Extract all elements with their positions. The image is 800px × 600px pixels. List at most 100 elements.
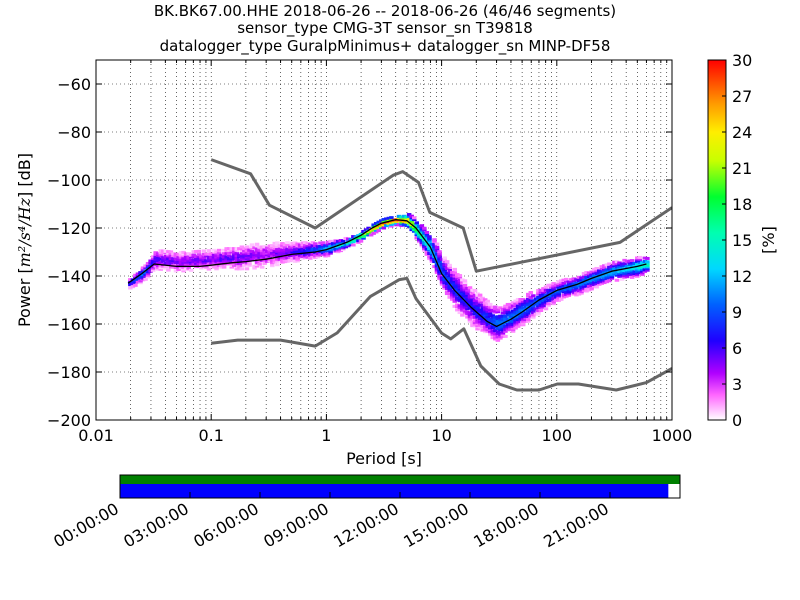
heatmap-cell <box>465 298 470 302</box>
heatmap-cell <box>487 317 493 321</box>
heatmap-cell <box>482 330 488 334</box>
heatmap-cell <box>493 322 498 326</box>
heatmap-cell <box>409 224 414 228</box>
heatmap-cell <box>589 287 594 291</box>
heatmap-cell <box>417 238 422 242</box>
heatmap-cell <box>161 257 166 261</box>
heatmap-cell <box>155 265 161 269</box>
heatmap-cell <box>386 223 392 227</box>
heatmap-cell <box>586 274 592 278</box>
heatmap-cell <box>239 255 245 259</box>
heatmap-cell <box>452 299 458 303</box>
heatmap-cell <box>270 264 275 268</box>
heatmap-cell <box>201 249 207 253</box>
heatmap-cell <box>576 277 582 281</box>
heatmap-cell <box>429 246 435 250</box>
y-tick-label: −60 <box>57 75 91 94</box>
heatmap-cell <box>498 333 503 337</box>
heatmap-cell <box>602 274 607 278</box>
heatmap-cell <box>444 276 450 280</box>
heatmap-cell <box>194 256 199 260</box>
heatmap-cell <box>591 271 597 275</box>
heatmap-cell <box>186 267 191 271</box>
heatmap-cell <box>515 304 521 308</box>
heatmap-cell <box>574 291 579 295</box>
heatmap-cell <box>287 254 293 258</box>
heatmap-cell <box>434 264 440 268</box>
heatmap-cell <box>270 250 275 254</box>
heatmap-cell <box>561 290 566 294</box>
heatmap-cell <box>594 285 599 289</box>
heatmap-cell <box>275 251 280 255</box>
heatmap-cell <box>161 264 166 268</box>
heatmap-cell <box>259 252 265 256</box>
heatmap-cell <box>188 253 194 257</box>
heatmap-cell <box>493 320 498 324</box>
heatmap-cell <box>414 223 419 227</box>
heatmap-cell <box>541 290 546 294</box>
heatmap-cell <box>348 243 354 247</box>
heatmap-cell <box>161 251 166 255</box>
heatmap-cell <box>457 311 463 315</box>
heatmap-cell <box>259 258 265 262</box>
heatmap-cell <box>490 317 496 321</box>
heatmap-cell <box>462 311 468 315</box>
heatmap-cell <box>252 251 257 255</box>
heatmap-cell <box>576 289 582 293</box>
heatmap-cell <box>138 274 143 278</box>
heatmap-cell <box>191 263 196 267</box>
heatmap-cell <box>234 257 240 261</box>
heatmap-cell <box>249 250 255 254</box>
colorbar-tick-label: 15 <box>732 231 752 250</box>
heatmap-cell <box>465 288 470 292</box>
heatmap-cell <box>533 312 539 316</box>
heatmap-cell <box>477 317 483 321</box>
heatmap-cell <box>338 249 343 253</box>
heatmap-cell <box>171 254 176 258</box>
heatmap-cell <box>297 250 303 254</box>
timeline-tick-label: 21:00:00 <box>540 499 612 551</box>
heatmap-cell <box>221 255 227 259</box>
y-tick-label: −160 <box>47 315 91 334</box>
heatmap-cell <box>632 267 637 271</box>
heatmap-cell <box>561 283 566 287</box>
low-noise-model-curve <box>211 276 672 392</box>
heatmap-cell <box>548 285 554 289</box>
heatmap-cell <box>556 290 561 294</box>
heatmap-cell <box>280 242 285 246</box>
heatmap-cell <box>548 297 554 301</box>
heatmap-cell <box>290 257 295 261</box>
heatmap-cell <box>594 273 599 277</box>
heatmap-cell <box>206 262 212 266</box>
heatmap-cell <box>528 307 534 311</box>
heatmap-cell <box>417 225 422 229</box>
heatmap-cell <box>503 309 508 313</box>
heatmap-cell <box>541 292 546 296</box>
heatmap-cell <box>411 216 417 220</box>
heatmap-cell <box>551 302 556 306</box>
heatmap-cell <box>531 299 536 303</box>
heatmap-cell <box>406 213 412 217</box>
heatmap-cell <box>607 267 612 271</box>
y-tick-label: −100 <box>47 171 91 190</box>
heatmap-cell <box>427 255 432 259</box>
heatmap-cell <box>612 267 617 271</box>
heatmap-cell <box>173 252 179 256</box>
heatmap-cell <box>315 255 321 259</box>
heatmap-cell <box>515 323 521 327</box>
heatmap-cell <box>503 314 508 318</box>
heatmap-cell <box>629 269 635 273</box>
heatmap-cell <box>629 270 635 274</box>
heatmap-cell <box>574 286 579 290</box>
heatmap-cell <box>302 252 308 256</box>
heatmap-cell <box>290 241 295 245</box>
heatmap-cell <box>629 262 635 266</box>
heatmap-cell <box>211 265 217 269</box>
heatmap-cell <box>432 249 437 253</box>
heatmap-cell <box>277 249 283 253</box>
heatmap-cell <box>487 333 493 337</box>
heatmap-cell <box>447 285 452 289</box>
heatmap-cell <box>285 259 290 263</box>
heatmap-cell <box>361 233 366 237</box>
heatmap-cell <box>158 257 164 261</box>
